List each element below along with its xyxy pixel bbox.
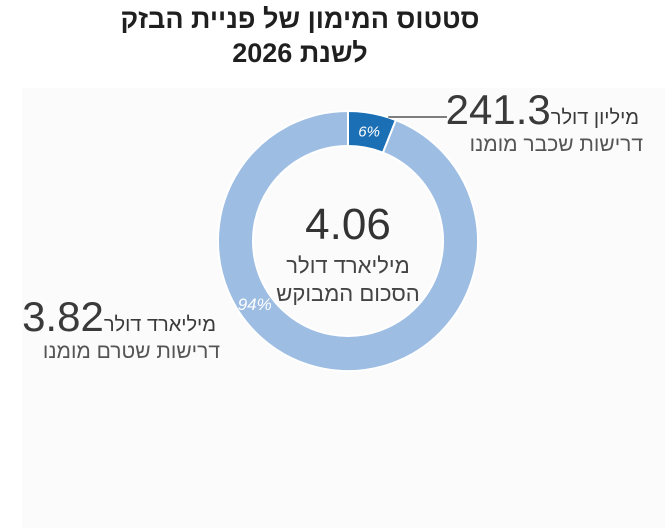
chart-background	[22, 88, 665, 528]
funded-description: דרישות שכבר מומנו	[469, 133, 643, 156]
funded-callout: מיליון דולר241.3 דרישות שכבר מומנו	[446, 88, 643, 158]
chart-title-line-2: לשנת 2026	[232, 38, 368, 68]
funded-value: 241.3	[445, 86, 551, 133]
donut-slice-unfunded	[217, 109, 479, 372]
center-total-value: 4.06	[305, 200, 391, 249]
funded-unit: מיליון דולר	[550, 107, 639, 129]
chart-title-line-1: סטטוס המימון של פניית הבזק	[120, 4, 480, 34]
slice-percent-label: 6%	[358, 123, 380, 140]
unfunded-value: 3.82	[22, 293, 104, 340]
unfunded-callout: מיליארד דולר3.82 דרישות שטרם מומנו	[22, 295, 220, 365]
unfunded-unit: מיליארד דולר	[103, 314, 216, 336]
leader-line	[388, 116, 447, 118]
unfunded-description: דרישות שטרם מומנו	[42, 340, 220, 363]
center-total-label: הסכום המבוקש	[276, 281, 420, 306]
center-total-unit: מיליארד דולר	[286, 253, 410, 278]
slice-percent-label: 94%	[238, 295, 272, 314]
